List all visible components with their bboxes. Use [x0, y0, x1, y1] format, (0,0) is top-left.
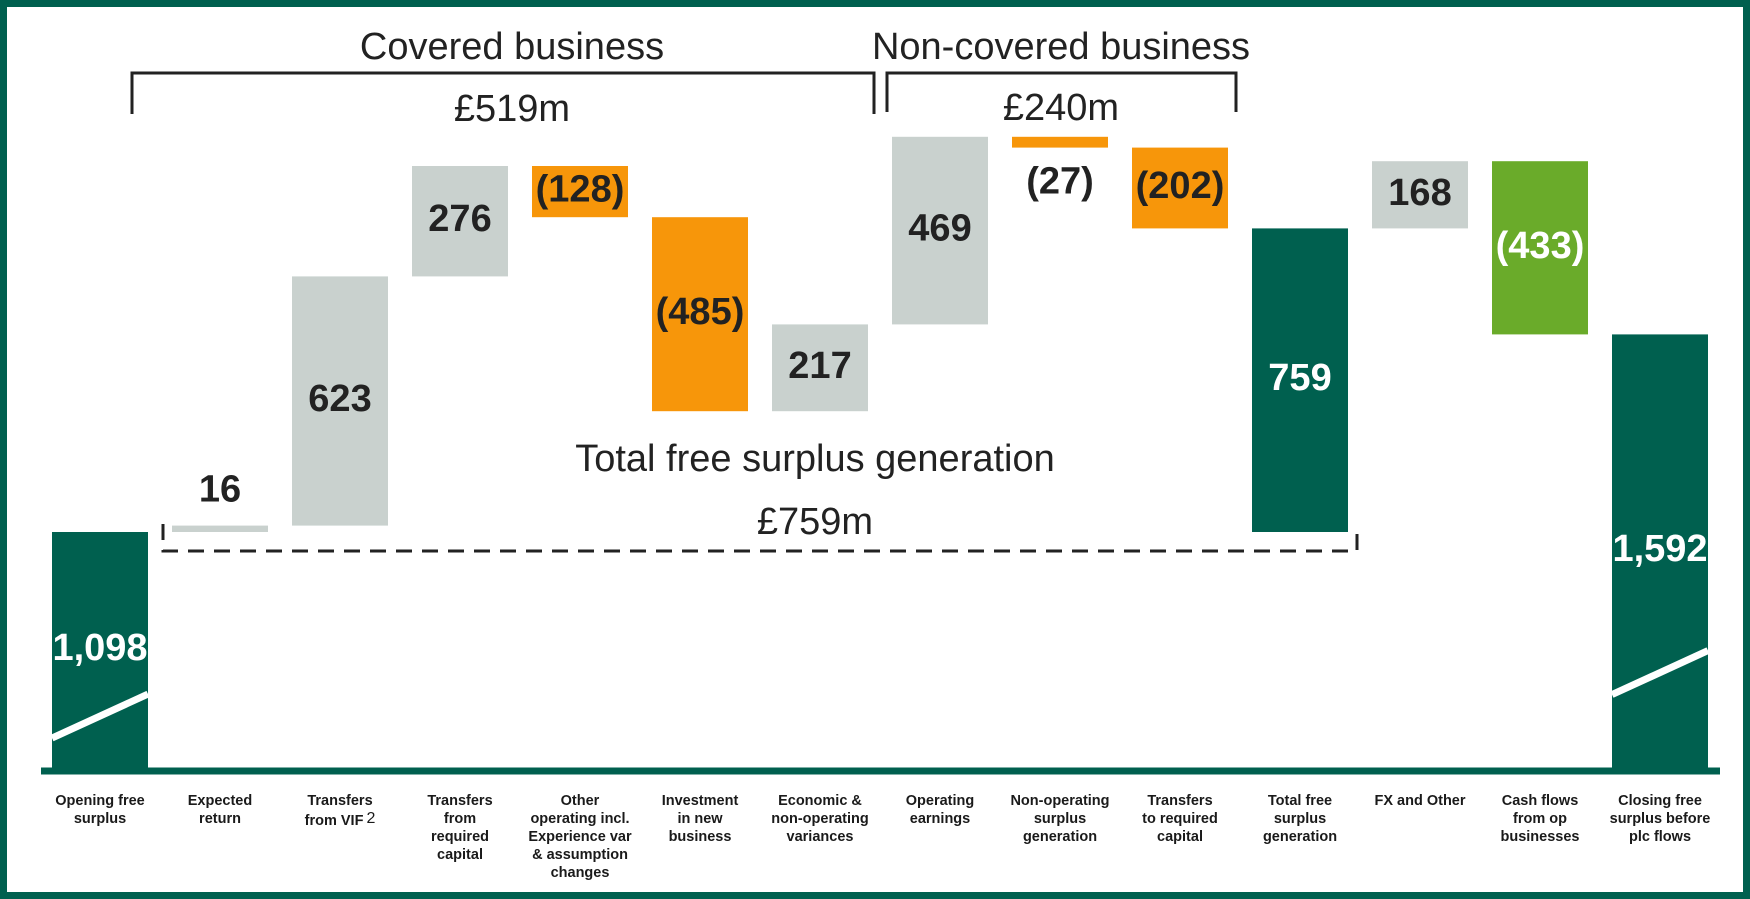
generation-total: £759m	[757, 501, 873, 543]
x-tick-label: Operating earnings	[882, 792, 998, 828]
data-label: (485)	[656, 291, 745, 333]
brackets	[130, 71, 1359, 553]
category-text: FX and Other	[1374, 793, 1466, 809]
category-text: Opening free surplus	[55, 793, 145, 827]
category-text: Operating earnings	[905, 793, 975, 827]
data-label: (128)	[536, 169, 625, 211]
category-text: Transfers to required capital	[1142, 793, 1218, 845]
covered-title: Covered business	[360, 26, 664, 68]
data-label: 1,098	[52, 627, 147, 669]
noncovered-bracket	[885, 71, 1238, 112]
x-tick-label: Other operating incl. Experience var & a…	[522, 792, 638, 882]
category-text: Closing free surplus before plc flows	[1609, 793, 1711, 845]
x-tick-label: FX and Other	[1362, 792, 1478, 810]
data-label: 623	[308, 378, 371, 420]
data-label: 1,592	[1612, 528, 1707, 570]
covered-bracket	[130, 71, 876, 114]
category-text: Economic & non-operating variances	[771, 793, 869, 845]
bar	[892, 136, 988, 325]
noncovered-title: Non-covered business	[872, 26, 1250, 68]
bar	[1372, 161, 1468, 229]
noncovered-total: £240m	[1003, 87, 1119, 129]
data-label: (433)	[1496, 225, 1585, 267]
bar	[1612, 334, 1708, 768]
bar	[292, 276, 388, 526]
x-tick-label: Opening free surplus	[42, 792, 158, 828]
category-text: Expected return	[187, 793, 253, 827]
x-tick-label: Cash flows from op businesses	[1482, 792, 1598, 846]
axis-break	[1610, 647, 1710, 698]
bar	[532, 166, 628, 218]
data-label: 168	[1388, 172, 1451, 214]
x-tick-label: Expected return	[162, 792, 278, 828]
data-label: (27)	[1026, 161, 1094, 203]
data-label: 759	[1268, 357, 1331, 399]
category-text: Total free surplus generation	[1262, 793, 1338, 845]
category-text: Transfers from required capital	[427, 793, 493, 863]
x-tick-label: Economic & non-operating variances	[762, 792, 878, 846]
data-label: 16	[199, 469, 241, 511]
x-tick-label: Closing free surplus before plc flows	[1602, 792, 1718, 846]
category-text: Cash flows from op businesses	[1500, 793, 1580, 845]
data-label: 217	[788, 345, 851, 387]
generation-bracket	[161, 524, 1359, 553]
bar	[412, 166, 508, 277]
category-text: Non-operating surplus generation	[1010, 793, 1110, 845]
data-label: 276	[428, 198, 491, 240]
category-text: Transfers from VIF	[304, 793, 373, 829]
x-tick-label: Transfers to required capital	[1122, 792, 1238, 846]
covered-total: £519m	[454, 88, 570, 130]
generation-title: Total free surplus generation	[575, 438, 1055, 480]
bar	[772, 324, 868, 412]
footnote-mark: 2	[366, 810, 376, 827]
x-tick-label: Total free surplus generation	[1242, 792, 1358, 846]
x-tick-label: Non-operating surplus generation	[1002, 792, 1118, 846]
bar	[1132, 147, 1228, 229]
bar	[1012, 136, 1108, 148]
bar	[652, 217, 748, 412]
data-label: 469	[908, 208, 971, 250]
bar	[1252, 228, 1348, 532]
x-tick-label: Investment in new business	[642, 792, 758, 846]
category-text: Other operating incl. Experience var & a…	[528, 793, 632, 881]
axis-break	[50, 690, 150, 742]
category-text: Investment in new business	[661, 793, 739, 845]
data-label: (202)	[1136, 165, 1225, 207]
x-tick-label: Transfers from required capital	[402, 792, 518, 864]
bar	[172, 525, 268, 532]
x-tick-label: Transfers from VIF 2	[282, 792, 398, 830]
bar	[1492, 161, 1588, 335]
